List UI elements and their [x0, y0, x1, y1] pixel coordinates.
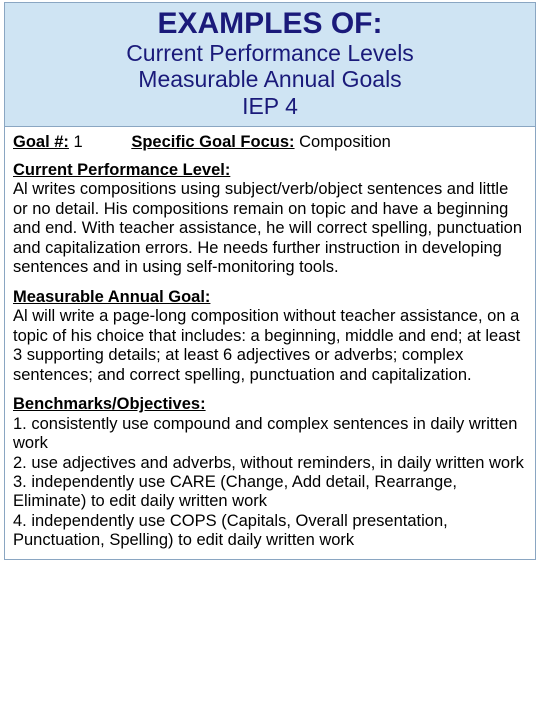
mag-block: Measurable Annual Goal: Al will write a … [13, 288, 527, 385]
bench-heading: Benchmarks/Objectives: [13, 395, 527, 414]
title-line-4: IEP 4 [13, 93, 527, 121]
mag-heading: Measurable Annual Goal: [13, 288, 527, 307]
bench-item-2: 2. use adjectives and adverbs, without r… [13, 454, 527, 473]
cpl-text: Al writes compositions using subject/ver… [13, 180, 527, 277]
header: EXAMPLES OF: Current Performance Levels … [5, 3, 535, 127]
goal-label: Goal #: [13, 133, 69, 151]
title-line-2: Current Performance Levels [13, 40, 527, 66]
bench-item-3: 3. independently use CARE (Change, Add d… [13, 473, 527, 512]
goal-number: 1 [74, 133, 83, 151]
focus-value-text: Composition [299, 133, 391, 151]
mag-text: Al will write a page-long composition wi… [13, 307, 527, 385]
focus-label: Specific Goal Focus: [131, 133, 294, 151]
cpl-heading: Current Performance Level: [13, 161, 527, 180]
bench-item-1: 1. consistently use compound and complex… [13, 415, 527, 454]
document-card: EXAMPLES OF: Current Performance Levels … [4, 2, 536, 560]
goal-row: Goal #: 1 Specific Goal Focus: Compositi… [13, 133, 527, 152]
title-line-3: Measurable Annual Goals [13, 66, 527, 92]
bench-item-4: 4. independently use COPS (Capitals, Ove… [13, 512, 527, 551]
title-line-1: EXAMPLES OF: [13, 7, 527, 40]
cpl-block: Current Performance Level: Al writes com… [13, 161, 527, 278]
bench-block: Benchmarks/Objectives: 1. consistently u… [13, 395, 527, 551]
body: Goal #: 1 Specific Goal Focus: Compositi… [5, 127, 535, 558]
